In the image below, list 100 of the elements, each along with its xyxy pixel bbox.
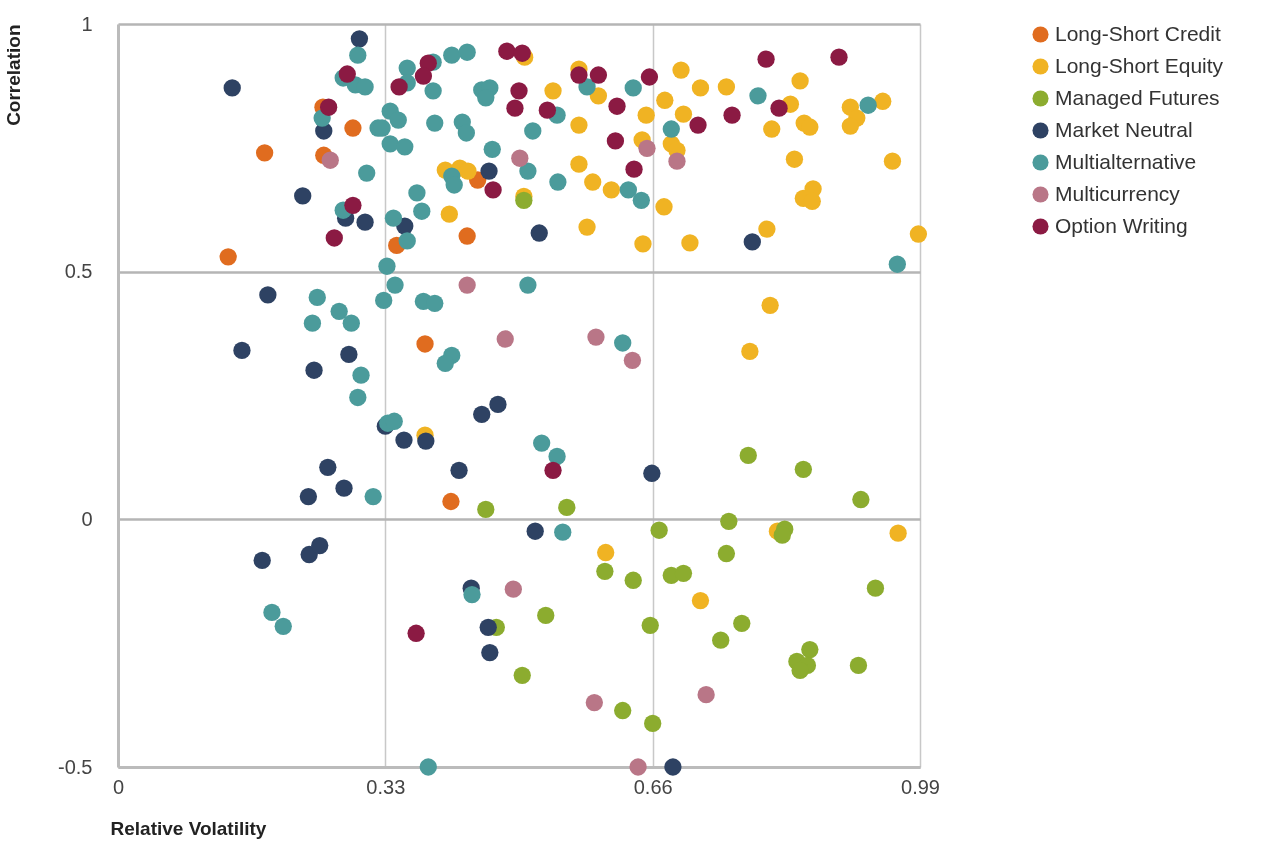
point [712,631,730,649]
point [691,591,710,610]
point [484,181,502,199]
point [697,686,715,704]
point [515,191,533,209]
point [537,606,555,625]
point [390,78,408,96]
point [344,119,362,137]
point [570,155,588,173]
x-tick-label: 0.66 [633,775,673,798]
point [587,328,605,346]
point [544,82,562,100]
point [311,536,329,555]
point [656,91,674,109]
point [255,144,274,162]
y-tick-label: 0 [81,507,93,530]
point [570,116,588,134]
point [578,218,596,236]
point [477,500,495,519]
point [584,173,602,191]
point [596,562,614,580]
point [344,196,362,214]
point [513,44,531,62]
point [614,701,632,720]
point [741,342,759,361]
point [325,229,343,247]
point [643,464,661,482]
point [889,524,907,542]
point [674,564,693,582]
point [849,656,868,675]
point [674,105,693,123]
point [791,72,809,90]
point [830,48,848,66]
point [608,97,626,115]
point [530,224,548,242]
point [319,98,338,116]
point [233,341,251,360]
point [801,118,819,136]
point [442,492,460,511]
point [623,351,642,369]
point [510,82,528,100]
point [785,150,804,168]
x-tick-label: 0.99 [901,775,940,798]
point [794,460,813,478]
point [340,345,358,364]
point [416,335,434,353]
point [450,461,468,479]
point [852,490,870,509]
point [638,139,656,157]
point [717,544,736,563]
point [253,551,271,570]
legend-label: Long-Short Equity [1055,53,1224,77]
point [338,65,356,83]
point [458,276,476,294]
point [356,213,374,231]
legend-label: Managed Futures [1055,85,1220,109]
point [440,205,458,223]
point [407,624,425,642]
point [634,235,652,253]
point [480,162,498,180]
point [481,643,499,662]
point [602,181,621,199]
y-tick-label: 0.5 [64,260,93,283]
point [629,758,647,776]
point [883,152,902,170]
legend-label: Market Neutral [1055,117,1193,141]
y-tick-label: -0.5 [58,755,93,778]
point [641,616,659,634]
point [305,361,323,379]
x-tick-label: 0 [112,775,125,798]
point [259,286,277,304]
x-axis-title: Relative Volatility [110,817,267,839]
point [763,120,781,138]
point [558,498,576,517]
point [758,220,776,238]
point [672,61,690,79]
point [496,330,514,348]
point [801,640,819,659]
point [511,149,529,167]
point [473,405,491,423]
point [866,579,885,597]
point [538,101,557,119]
y-axis-title: Correlation [3,24,25,126]
point [479,618,497,636]
legend-label: Multicurrency [1055,181,1181,205]
point [544,461,562,479]
point [874,92,892,110]
point [723,106,741,124]
point [739,446,757,465]
x-tick-label: 0.33 [366,775,406,798]
point [757,50,775,68]
point [650,521,668,539]
point [691,79,710,97]
point [689,116,707,134]
point [664,758,682,776]
point [294,187,312,205]
point [770,99,788,117]
point [321,151,339,169]
point [761,296,779,314]
point [743,233,761,251]
